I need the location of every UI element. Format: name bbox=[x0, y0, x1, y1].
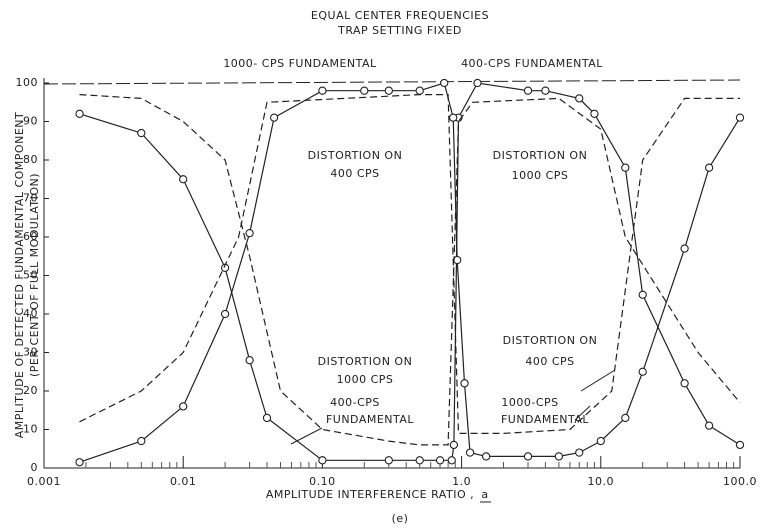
reference-line bbox=[43, 79, 741, 85]
y-tick-label: 10 bbox=[23, 423, 38, 436]
data-point bbox=[638, 290, 647, 299]
y-tick-label: 50 bbox=[23, 269, 38, 282]
data-point bbox=[269, 113, 279, 122]
y-tick-label: 0 bbox=[31, 461, 39, 474]
data-point bbox=[735, 440, 745, 450]
annotation: 400 CPS bbox=[525, 355, 574, 368]
data-point bbox=[384, 456, 393, 465]
data-point bbox=[735, 113, 745, 122]
annotation: DISTORTION ON bbox=[318, 355, 413, 368]
x-tick-label: 10.0 bbox=[588, 475, 615, 488]
x-tick-label: 100.0 bbox=[723, 475, 757, 488]
x-axis-label: AMPLITUDE INTERFERENCE RATIO , bbox=[266, 488, 474, 501]
data-point bbox=[680, 244, 689, 253]
data-point bbox=[575, 94, 584, 103]
y-axis-label: AMPLITUDE OF DETECTED FUNDAMENTAL COMPON… bbox=[13, 112, 26, 438]
annotation-arrow bbox=[580, 369, 616, 392]
data-point bbox=[75, 109, 84, 118]
series-line bbox=[79, 94, 740, 434]
data-point bbox=[596, 436, 605, 446]
data-point bbox=[262, 413, 272, 423]
data-point bbox=[523, 452, 533, 461]
annotation: DISTORTION ON bbox=[503, 334, 598, 347]
data-point bbox=[621, 413, 630, 423]
y-tick-label: 20 bbox=[23, 384, 38, 397]
data-point bbox=[704, 163, 714, 172]
series-line bbox=[79, 82, 741, 463]
data-point bbox=[473, 78, 482, 88]
data-point bbox=[137, 128, 146, 138]
annotation: DISTORTION ON bbox=[308, 149, 403, 162]
x-tick-label: 0.10 bbox=[309, 475, 336, 488]
data-point bbox=[481, 452, 491, 461]
annotation: FUNDAMENTAL bbox=[501, 413, 589, 426]
x-axis-symbol: a bbox=[481, 488, 488, 501]
data-point bbox=[435, 456, 445, 465]
series-line bbox=[79, 94, 741, 446]
annotation: 1000- CPS FUNDAMENTAL bbox=[223, 57, 377, 70]
y-tick-label: 60 bbox=[23, 230, 38, 243]
y-tick-label: 90 bbox=[23, 115, 38, 128]
data-point bbox=[447, 456, 456, 465]
data-point bbox=[449, 113, 458, 122]
data-point bbox=[75, 458, 84, 467]
data-point bbox=[523, 86, 533, 95]
x-tick-label: 0.01 bbox=[170, 475, 197, 488]
data-point bbox=[704, 421, 714, 430]
data-point bbox=[680, 379, 689, 388]
data-point bbox=[318, 86, 327, 95]
series-line bbox=[79, 82, 741, 461]
y-tick-label: 80 bbox=[23, 153, 38, 166]
annotation: FUNDAMENTAL bbox=[326, 413, 414, 426]
chart-title: EQUAL CENTER FREQUENCIES bbox=[311, 9, 489, 22]
data-point bbox=[318, 456, 327, 465]
data-point bbox=[415, 456, 424, 465]
data-point bbox=[440, 78, 449, 88]
y-tick-label: 30 bbox=[23, 346, 38, 359]
data-point bbox=[449, 440, 459, 450]
data-point bbox=[245, 356, 254, 365]
data-point bbox=[465, 448, 475, 457]
data-point bbox=[541, 86, 550, 95]
annotation: 400-CPS bbox=[330, 396, 380, 409]
data-point bbox=[137, 436, 146, 446]
data-point bbox=[638, 367, 647, 376]
chart-subtitle: TRAP SETTING FIXED bbox=[337, 24, 462, 37]
annotation: 1000 CPS bbox=[512, 169, 569, 182]
data-point bbox=[360, 86, 369, 95]
x-tick-label: 0.001 bbox=[27, 475, 61, 488]
annotation: 400 CPS bbox=[330, 167, 379, 180]
annotation: 1000-CPS bbox=[501, 396, 558, 409]
data-point bbox=[179, 402, 188, 411]
y-tick-label: 100 bbox=[16, 76, 39, 89]
data-point bbox=[575, 448, 584, 457]
data-point bbox=[384, 86, 393, 95]
data-point bbox=[621, 163, 630, 172]
caption: (e) bbox=[392, 512, 409, 525]
annotation: DISTORTION ON bbox=[493, 149, 588, 162]
data-point bbox=[179, 175, 188, 184]
annotation: 400-CPS FUNDAMENTAL bbox=[461, 57, 603, 70]
annotation-arrow bbox=[290, 427, 323, 445]
data-point bbox=[554, 452, 564, 461]
y-tick-label: 40 bbox=[23, 307, 38, 320]
data-point bbox=[590, 109, 599, 118]
y-tick-label: 70 bbox=[23, 192, 38, 205]
data-point bbox=[415, 86, 424, 95]
x-tick-label: 1.0 bbox=[452, 475, 471, 488]
y-axis-label: (PER CENT OF FULL MODULATION) bbox=[28, 173, 41, 377]
data-point bbox=[245, 228, 254, 238]
annotation-arrow bbox=[574, 405, 591, 421]
data-point bbox=[460, 379, 469, 388]
annotation: 1000 CPS bbox=[337, 373, 394, 386]
data-point bbox=[220, 309, 230, 319]
